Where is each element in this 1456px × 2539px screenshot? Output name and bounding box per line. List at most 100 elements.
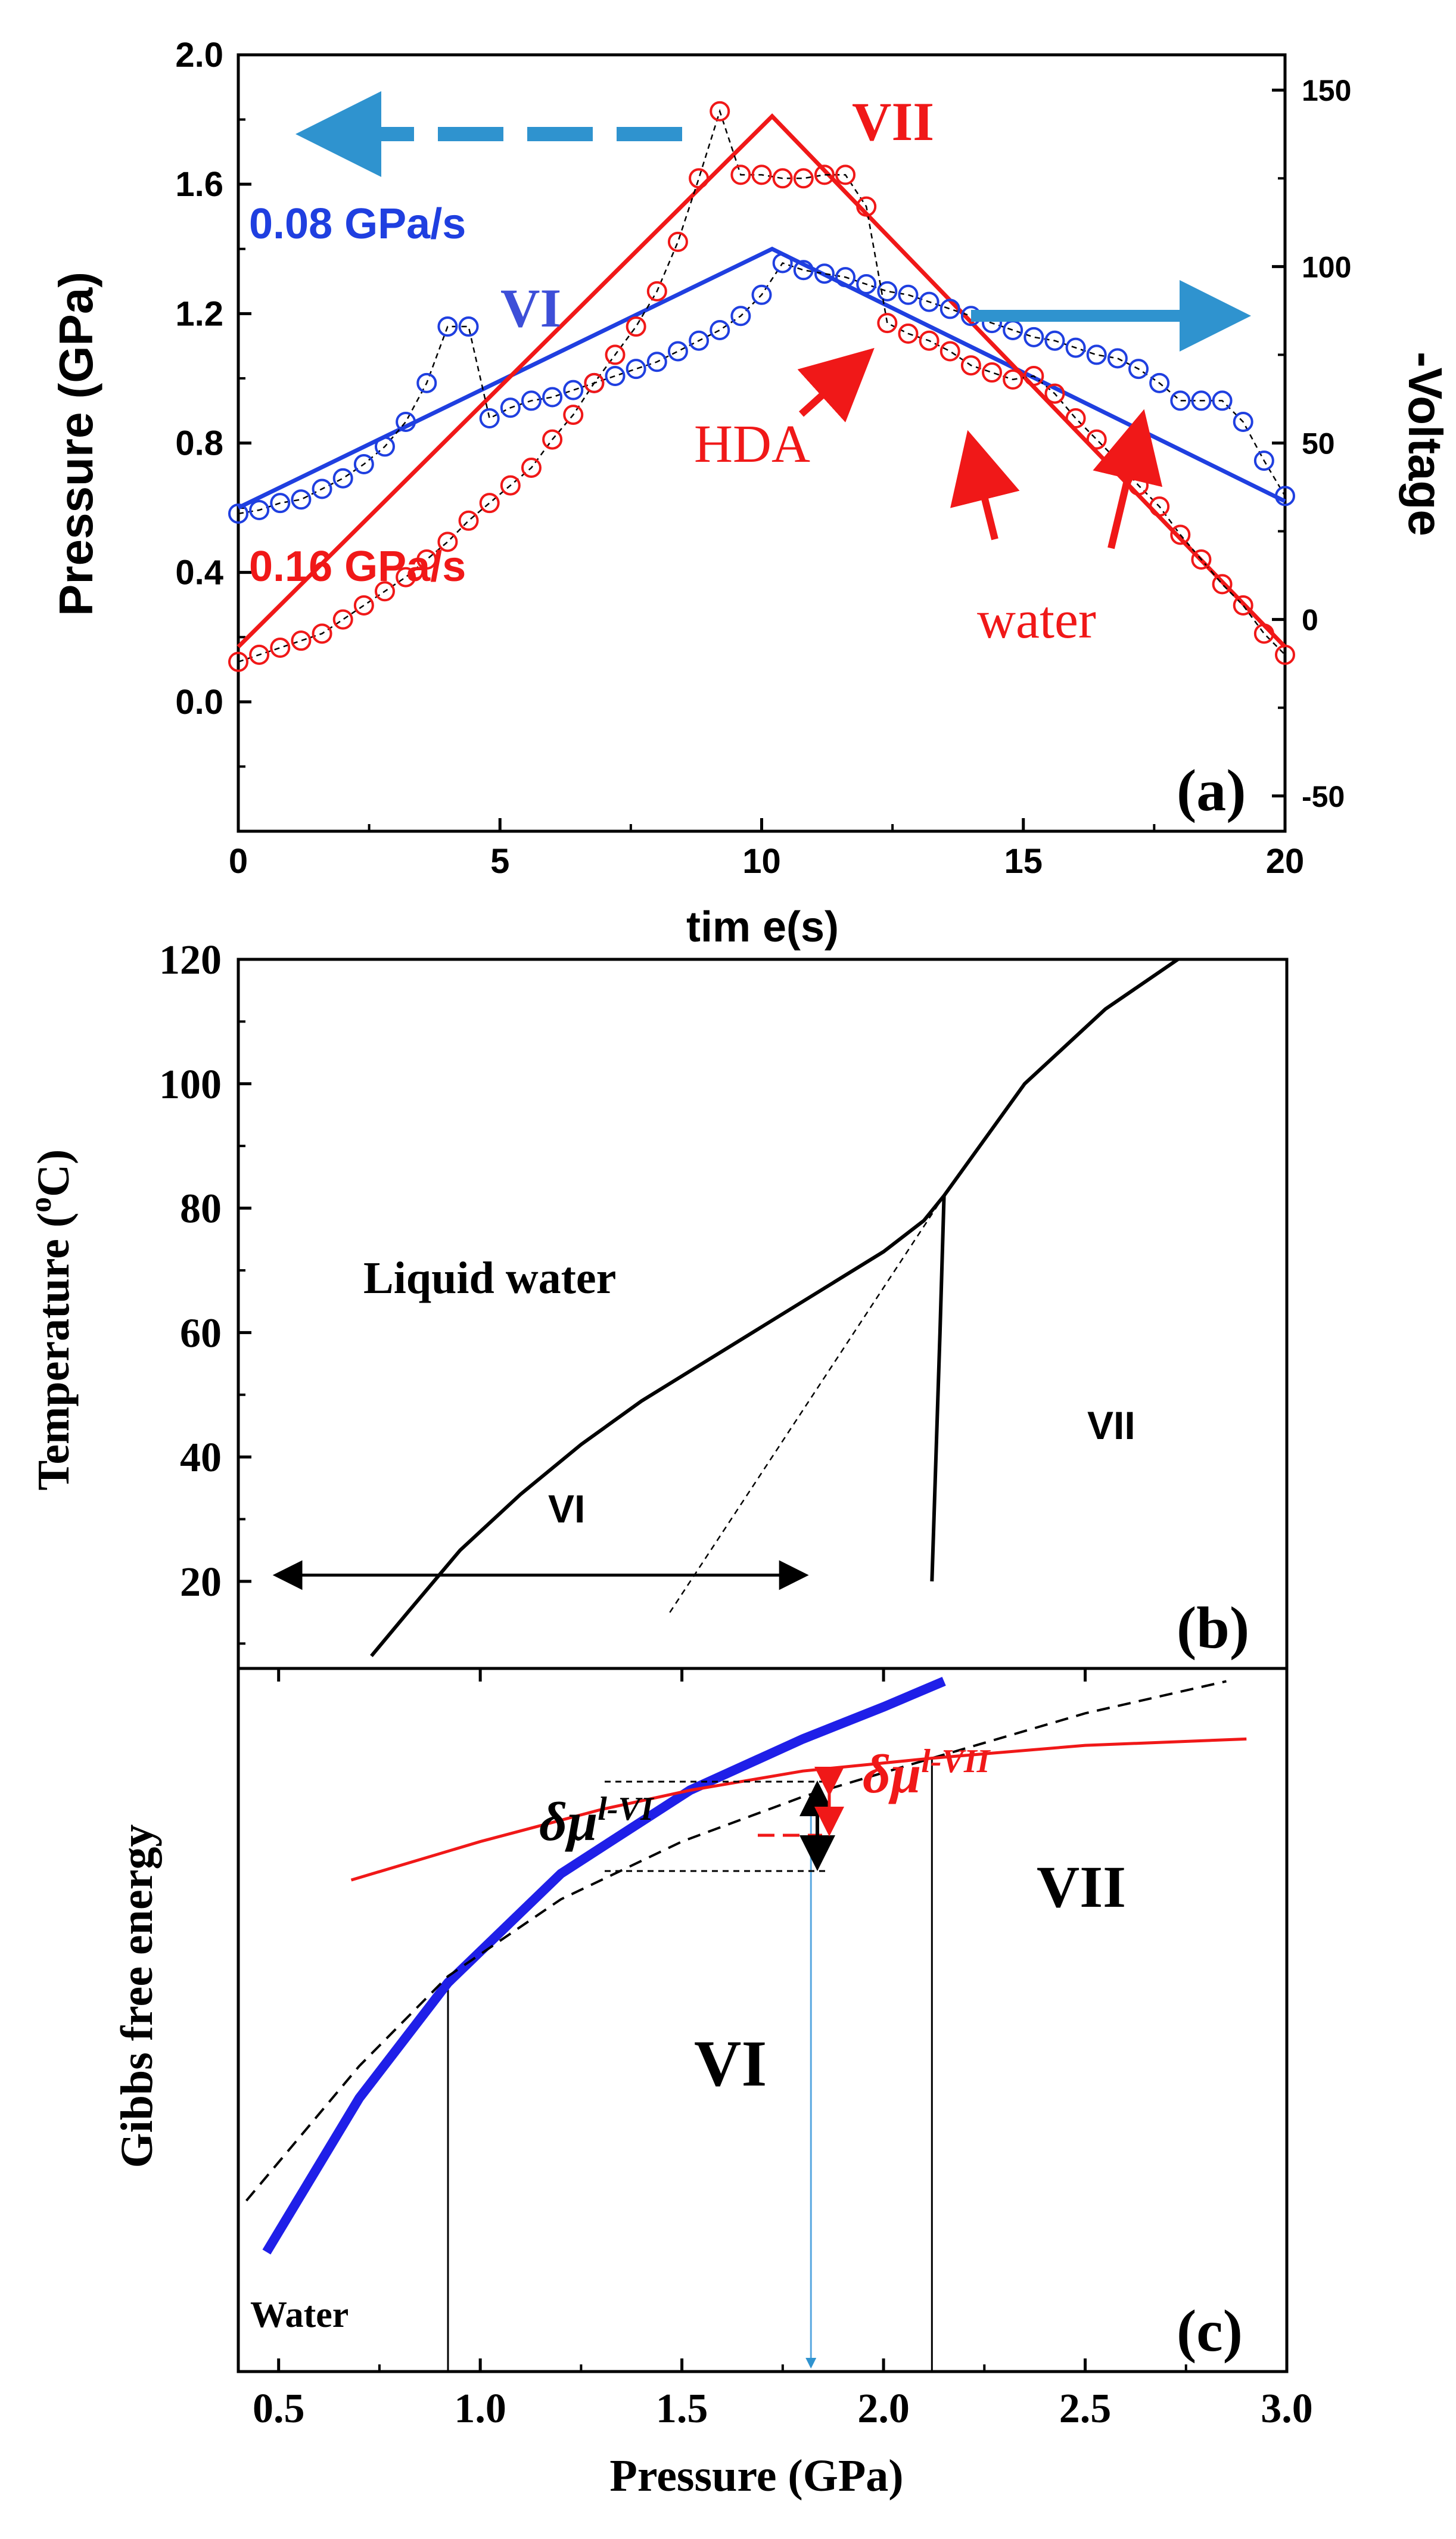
series-group-c (245, 1677, 1247, 2372)
data-point (563, 405, 584, 425)
y-tick-label-a: 0.0 (175, 683, 223, 722)
y-tick-label-b: 40 (180, 1435, 222, 1481)
data-point (332, 609, 353, 630)
y-tick-label-b: 60 (180, 1310, 222, 1356)
label-water-c: Water (250, 2295, 349, 2335)
series-connector (238, 262, 1286, 515)
data-point (291, 630, 312, 651)
y2-tick-label-a: 100 (1302, 250, 1351, 284)
data-point (919, 330, 939, 351)
data-point (877, 281, 898, 302)
data-point (521, 390, 542, 411)
delta-mu-bracket (605, 1767, 844, 1872)
data-point (1107, 450, 1128, 471)
x-tick-label-a: 15 (1004, 842, 1043, 881)
data-point (542, 387, 563, 408)
label-vii-b: VII (1087, 1403, 1135, 1447)
x-tick-label-c: 2.0 (857, 2386, 910, 2432)
panel-a: 0 5 10 15 20 0.0 0.4 0.8 1.2 1.6 2.0 -50 0 50 100 150 V… (49, 36, 1452, 951)
y-axis-label-b: Temperature (oC) (24, 1149, 79, 1491)
data-point (605, 344, 626, 365)
axis-ticks-b: 20 40 60 80 100 120 (159, 937, 251, 1645)
data-point (353, 595, 374, 616)
data-point (710, 319, 730, 340)
data-point (1275, 486, 1295, 506)
gibbs-curve (245, 1680, 1227, 2202)
y-tick-label-b: 100 (159, 1062, 222, 1108)
label-vi-a: VI (500, 278, 561, 338)
label-dmu-l-vi: δμl-VI (539, 1791, 655, 1852)
data-point (291, 489, 312, 510)
data-point (1003, 319, 1023, 340)
data-point (1191, 549, 1212, 570)
data-point (312, 478, 332, 499)
x-tick-label-c: 1.5 (656, 2386, 708, 2432)
y-axis-label-a: Pressure (GPa) (49, 272, 102, 616)
data-point (542, 429, 563, 450)
data-point (500, 397, 521, 418)
data-point (814, 164, 835, 185)
data-point (396, 567, 416, 588)
x-tick-label-c: 2.5 (1059, 2386, 1112, 2432)
data-point (793, 168, 814, 189)
label-liquid-water: Liquid water (363, 1253, 616, 1303)
data-point (1044, 383, 1065, 404)
data-point (396, 411, 416, 432)
data-point (1149, 372, 1170, 393)
data-point (312, 623, 332, 644)
series-group-a (228, 101, 1295, 672)
data-point (1253, 623, 1274, 644)
y-tick-label-a: 0.4 (175, 554, 223, 592)
panel-letter-b: (b) (1177, 1595, 1249, 1661)
data-point (1212, 574, 1233, 595)
panel-b: 20 40 60 80 100 120 Liquid water VI VII (b) T… (24, 937, 1289, 1670)
data-point (982, 362, 1003, 383)
data-point (458, 316, 479, 337)
data-point (479, 408, 500, 429)
data-point (793, 260, 814, 281)
data-point (1253, 450, 1274, 471)
data-point (751, 164, 772, 185)
data-point (1233, 411, 1253, 432)
panel-c: 0.5 1.0 1.5 2.0 2.5 3.0 δμl-VI δμl-VII VII VI… (112, 1667, 1313, 2501)
data-point (521, 457, 542, 478)
panel-letter-a: (a) (1177, 757, 1246, 823)
data-point (437, 316, 458, 337)
data-point (898, 284, 919, 305)
label-rate-slow: 0.08 GPa/s (249, 200, 466, 248)
data-point (479, 493, 500, 514)
data-point (228, 503, 248, 524)
x-axis-label-c: Pressure (GPa) (609, 2451, 903, 2501)
y-axis-label-c: Gibbs free energy (112, 1825, 162, 2168)
x-tick-label-a: 20 (1266, 842, 1305, 881)
data-point (856, 196, 877, 217)
y-tick-label-b: 120 (159, 937, 222, 983)
data-point (667, 231, 688, 252)
data-point (646, 281, 667, 302)
data-point (1275, 644, 1295, 665)
axis-ticks-a: 0 5 10 15 20 0.0 0.4 0.8 1.2 1.6 2.0 -50 0 50 100 150 (175, 36, 1351, 881)
data-point (1023, 365, 1044, 386)
panel-letter-c: (c) (1177, 2298, 1243, 2364)
y-tick-label-b: 80 (180, 1186, 222, 1232)
label-water-a: water (977, 591, 1096, 649)
y-tick-label-a: 1.2 (175, 294, 223, 333)
phase-boundary (669, 1195, 945, 1613)
data-point (605, 365, 626, 386)
label-vii-c: VII (1037, 1854, 1126, 1920)
data-point (856, 274, 877, 294)
x-tick-label-a: 0 (229, 842, 248, 881)
data-point (353, 454, 374, 475)
y2-tick-label-a: 0 (1302, 604, 1318, 637)
plot-frame-c (237, 1667, 1289, 2373)
data-point (1044, 330, 1065, 351)
data-point (437, 532, 458, 552)
data-point (835, 267, 856, 288)
data-point (1003, 369, 1023, 390)
data-point (1065, 337, 1086, 358)
data-point (1065, 408, 1086, 429)
y2-tick-label-a: 50 (1302, 427, 1335, 461)
data-point (458, 510, 479, 531)
data-point (1170, 390, 1191, 411)
